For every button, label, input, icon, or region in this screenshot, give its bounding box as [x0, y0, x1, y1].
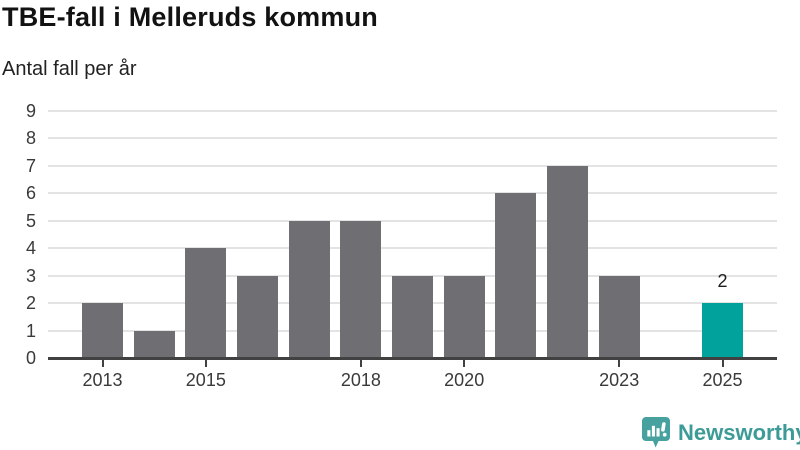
- x-axis-label-2020: 2020: [444, 370, 485, 390]
- newsworthy-brand-text: Newsworthy: [678, 419, 800, 445]
- bar-2025: [702, 303, 744, 358]
- gridline-4: [48, 247, 777, 250]
- y-axis-label-3: 3: [25, 265, 36, 286]
- x-axis-label-2023: 2023: [599, 370, 640, 390]
- newsworthy-brand: Newsworthy: [641, 416, 800, 449]
- chart-title: TBE-fall i Melleruds kommun: [2, 2, 378, 32]
- gridline-9: [48, 110, 777, 113]
- y-axis-label-1: 1: [25, 320, 36, 341]
- x-axis-label-2025: 2025: [702, 370, 743, 390]
- x-tick-2013: [101, 359, 104, 367]
- y-axis-label-5: 5: [25, 210, 36, 231]
- x-tick-2015: [204, 359, 207, 367]
- y-axis-label-0: 0: [25, 348, 36, 368]
- data-label-2025: 2: [717, 271, 728, 292]
- y-axis-label-2: 2: [25, 293, 36, 314]
- bar-2023: [598, 275, 640, 358]
- x-axis-label-2015: 2015: [185, 370, 226, 390]
- newsworthy-chart-bubble-icon: [642, 417, 670, 448]
- y-axis-label-7: 7: [25, 155, 36, 176]
- bar-2015: [185, 248, 227, 358]
- x-axis-label-2018: 2018: [340, 370, 381, 390]
- y-axis-label-9: 9: [25, 101, 36, 122]
- y-axis-label-6: 6: [25, 183, 36, 204]
- y-axis-label-4: 4: [25, 238, 36, 259]
- bar-2020: [443, 275, 485, 358]
- gridline-5: [48, 219, 777, 222]
- bar-2014: [133, 330, 175, 358]
- x-tick-2018: [359, 359, 362, 367]
- bar-2019: [392, 275, 434, 358]
- chart-subtitle: Antal fall per år: [2, 58, 137, 80]
- bar-2017: [288, 220, 330, 358]
- x-axis-line: [48, 356, 777, 360]
- gridline-6: [48, 192, 777, 195]
- gridline-8: [48, 137, 777, 140]
- y-axis-label-8: 8: [25, 128, 36, 149]
- x-axis-label-2013: 2013: [82, 370, 123, 390]
- bar-2022: [547, 165, 589, 358]
- bar-2018: [340, 220, 382, 358]
- bar-2021: [495, 193, 537, 358]
- gridline-7: [48, 164, 777, 167]
- x-tick-2023: [618, 359, 621, 367]
- bar-2013: [82, 303, 123, 358]
- bar-2016: [237, 275, 278, 358]
- x-tick-2020: [463, 359, 466, 367]
- x-tick-2025: [721, 359, 724, 367]
